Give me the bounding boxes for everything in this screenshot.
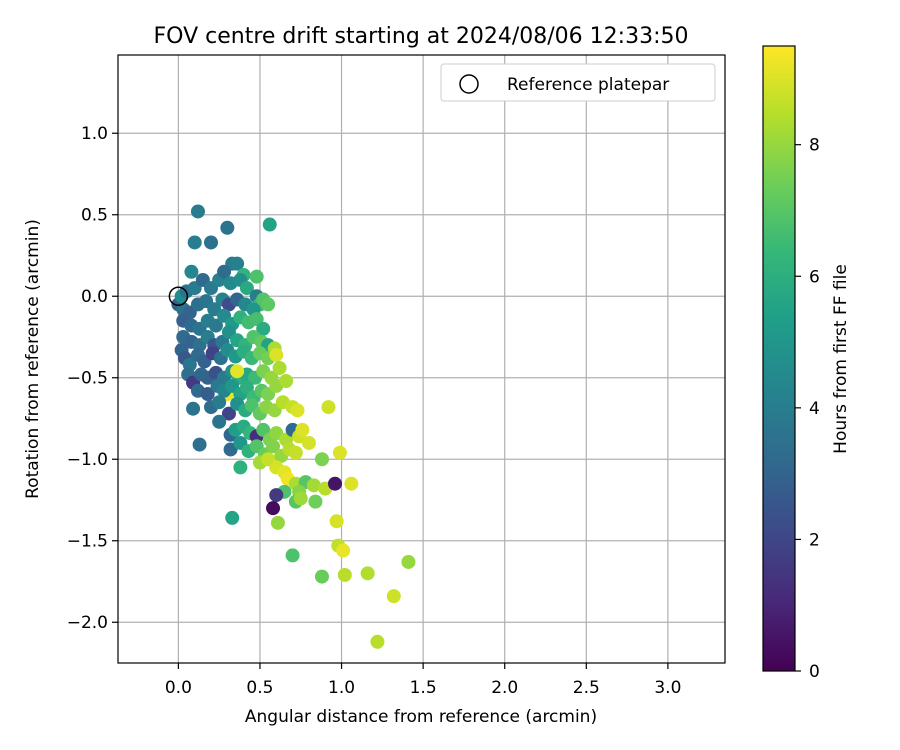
data-point [295, 422, 310, 437]
data-point [239, 281, 254, 296]
x-axis-label: Angular distance from reference (arcmin) [245, 707, 597, 727]
x-tick-label: 2.5 [573, 678, 600, 698]
scatter-points [171, 204, 416, 649]
y-axis-ticks: 1.0 0.5 0.0 −0.5 −1.0 −1.5 −2.0 [67, 124, 118, 633]
data-point [269, 347, 284, 362]
data-point [230, 364, 245, 379]
colorbar-tick-label: 0 [809, 662, 820, 682]
legend-entry: Reference platepar [507, 75, 669, 95]
reference-marker [168, 286, 189, 306]
chart-title: FOV centre drift starting at 2024/08/06 … [154, 24, 689, 49]
data-point [288, 445, 303, 460]
data-point [336, 543, 351, 558]
data-point [301, 435, 316, 450]
data-point [261, 297, 276, 312]
colorbar-tick-label: 2 [809, 530, 820, 550]
x-tick-label: 1.0 [328, 678, 355, 698]
data-point [208, 318, 223, 333]
data-point [314, 569, 329, 584]
colorbar-tick-label: 4 [809, 399, 820, 419]
data-point [328, 476, 343, 491]
data-point [220, 220, 235, 235]
legend-box [440, 63, 716, 102]
y-tick-label: −1.5 [67, 532, 108, 552]
data-point [337, 567, 352, 582]
colorbar: 0 2 4 6 8 Hours from first FF file [762, 45, 851, 682]
y-tick-label: 0.0 [81, 287, 108, 307]
data-point [279, 374, 294, 389]
x-tick-label: 0.5 [246, 678, 273, 698]
data-point [266, 501, 281, 516]
data-point [329, 514, 344, 529]
data-point [230, 256, 245, 271]
data-point [256, 321, 271, 336]
data-point [184, 264, 199, 279]
data-point [233, 460, 248, 475]
data-point [212, 414, 227, 429]
legend: Reference platepar [440, 63, 716, 102]
data-point [269, 488, 284, 503]
x-tick-label: 2.0 [491, 678, 518, 698]
colorbar-label: Hours from first FF file [831, 264, 851, 454]
data-point [262, 217, 277, 232]
y-tick-label: 0.5 [81, 206, 108, 226]
data-point [344, 476, 359, 491]
data-point [192, 437, 207, 452]
x-tick-label: 1.5 [410, 678, 437, 698]
data-point [212, 395, 227, 410]
x-tick-label: 0.0 [165, 678, 192, 698]
y-tick-label: −0.5 [67, 369, 108, 389]
y-tick-label: 1.0 [81, 124, 108, 144]
data-point [306, 478, 321, 493]
data-point [200, 387, 215, 402]
data-point [186, 401, 201, 416]
data-point [272, 360, 287, 375]
legend-marker [459, 74, 479, 94]
colorbar-tick-label: 8 [809, 136, 820, 156]
data-point [308, 494, 323, 509]
data-point [293, 491, 308, 506]
colorbar-tick-label: 6 [809, 267, 820, 287]
colorbar-gradient [762, 45, 796, 672]
x-tick-label: 3.0 [654, 678, 681, 698]
data-point [266, 439, 281, 454]
data-point [401, 554, 416, 569]
data-point [290, 403, 305, 418]
data-point [386, 589, 401, 604]
data-point [204, 235, 219, 250]
data-point [249, 269, 264, 284]
y-tick-label: −1.0 [67, 450, 108, 470]
data-point [270, 515, 285, 530]
data-point [217, 264, 232, 279]
y-tick-label: −2.0 [67, 613, 108, 633]
data-point [187, 235, 202, 250]
y-axis-label: Rotation from reference (arcmin) [23, 219, 43, 499]
grid [118, 55, 725, 663]
colorbar-ticks: 0 2 4 6 8 [795, 136, 820, 682]
data-point [360, 566, 375, 581]
data-point [370, 634, 385, 649]
data-point [221, 406, 236, 421]
data-point [190, 204, 205, 219]
x-axis-ticks: 0.0 0.5 1.0 1.5 2.0 2.5 3.0 [165, 663, 681, 698]
data-point [285, 548, 300, 563]
data-point [321, 400, 336, 415]
plot-frame [117, 54, 726, 664]
data-point [225, 510, 240, 525]
data-point [314, 452, 329, 467]
data-point [332, 445, 347, 460]
